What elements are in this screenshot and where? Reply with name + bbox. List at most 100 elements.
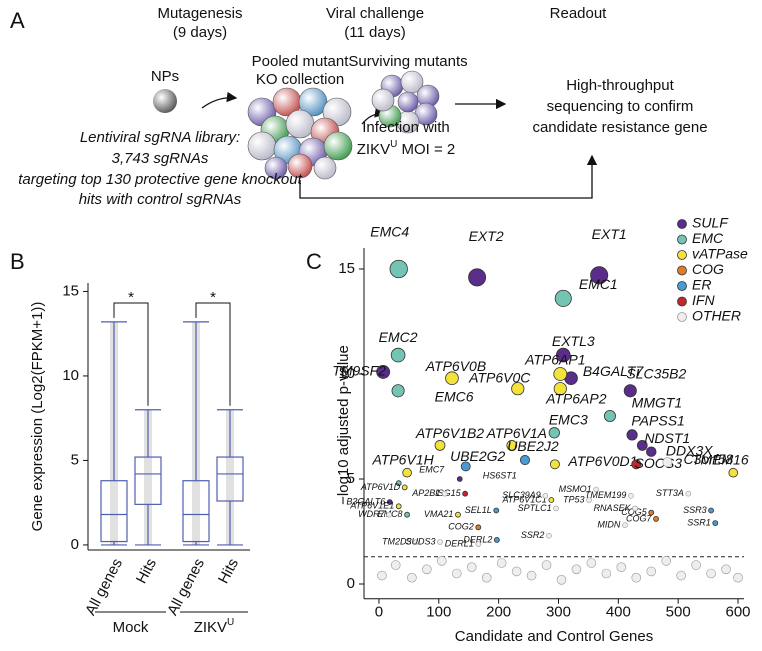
gene-label: C3orf58 [683,451,733,467]
step-title: Mutagenesis [157,5,242,22]
y-tick-label: 0 [347,575,355,592]
gene-point [553,382,567,396]
y-tick-label: 5 [71,451,79,468]
gene-point [460,461,471,472]
x-tick-label: All genes [164,556,208,618]
gene-point [706,568,716,579]
x-axis-label: Candidate and Control Genes [455,628,653,645]
gene-label: DDX3X [666,442,713,458]
gene-point [586,497,592,503]
gene-label: DERL1 [445,538,474,548]
x-tick-label: 600 [726,604,751,621]
x-tick-label: 0 [375,604,383,621]
gene-point [733,572,743,583]
gene-point [542,492,549,499]
panel-label: A [10,8,25,33]
box [100,480,128,543]
gene-label: NDST1 [644,430,690,446]
panel-a: A Mutagenesis (9 days) Viral challenge (… [10,5,708,208]
box [182,480,210,543]
gene-point [546,532,552,539]
gene-label: COG2 [448,522,474,532]
gene-point [481,572,492,583]
y-tick-label: 15 [62,282,79,299]
gene-label: SEL1L [465,505,492,515]
gene-point [632,505,638,512]
gene-label: PAPSS1 [631,413,684,429]
gene-label: UBE2G2 [450,448,505,464]
gene-point [493,507,500,514]
gene-label: TP53 [563,494,585,504]
legend-marker [677,250,687,260]
pool-label: Pooled mutant [252,53,350,70]
gene-point [404,511,410,518]
gene-label: SLC35B2 [626,366,686,382]
gene-point [712,520,719,526]
gene-point [376,364,391,379]
gene-point [386,511,392,518]
gene-label: STT3A [656,488,684,498]
gene-point [631,572,642,583]
gene-label: ATP6V1E1 [349,501,394,511]
gene-point [721,564,731,575]
gene-point [407,572,417,583]
readout-text: High-throughput [566,77,674,94]
gene-label: WDR7 [358,509,385,519]
gene-point [622,522,628,529]
gene-point [548,427,560,439]
y-axis-label: −log10 adjusted p-value [335,345,352,505]
gene-label: ATP6V0B [425,358,486,374]
y-tick-label: 10 [338,365,355,382]
library-text: 3,743 sgRNAs [112,150,209,167]
gene-point [541,560,552,570]
legend-label: SULF [692,215,729,231]
significance-label: * [210,289,216,306]
significance-label: * [128,289,134,306]
group-name: Mock [113,619,149,636]
gene-point [571,564,582,575]
gene-label: COG7 [626,513,653,523]
gene-point [519,455,531,466]
cell-ring [371,70,440,134]
gene-point [590,266,609,285]
gene-point [691,560,701,570]
readout-text: sequencing to confirm [547,98,694,115]
legend-marker [677,234,687,245]
gene-point [475,541,482,547]
gene-label: EMC3 [549,412,588,428]
group-sup: U [227,617,234,628]
gene-point [555,347,571,363]
gene-label: RNASEK [594,503,632,513]
gene-points [226,409,234,545]
gene-label: ATP6V1B2 [415,425,484,441]
gene-point [395,480,402,487]
gene-label: EXT2 [469,228,504,244]
legend-marker [677,281,687,291]
arrow [201,91,238,109]
legend-label: COG [692,261,724,277]
gene-point [603,409,616,422]
library-text: targeting top 130 protective gene knocko… [18,171,302,188]
library-text: Lentiviral sgRNA library: [80,129,240,146]
gene-label: EXTL3 [552,333,595,349]
gene-label: SSR1 [687,517,711,527]
gene-label: TM9SF2 [332,363,386,379]
gene-point [401,484,408,491]
pool-label: KO collection [256,71,344,88]
gene-point [708,507,714,514]
gene-point [636,440,648,451]
gene-point [646,566,657,577]
group-name: ZIKV [194,619,227,636]
gene-label: ATP6V0C [468,369,531,385]
gene-point [445,371,459,386]
gene-point [436,556,447,566]
gene-label: SOCS3 [635,455,683,471]
gene-point [553,367,568,381]
panel-label: B [10,249,25,274]
gene-point [395,503,402,510]
box [134,456,162,505]
gene-point [468,268,487,287]
infection-text: ZIKVU MOI = 2 [357,139,456,158]
gene-point [648,509,655,516]
